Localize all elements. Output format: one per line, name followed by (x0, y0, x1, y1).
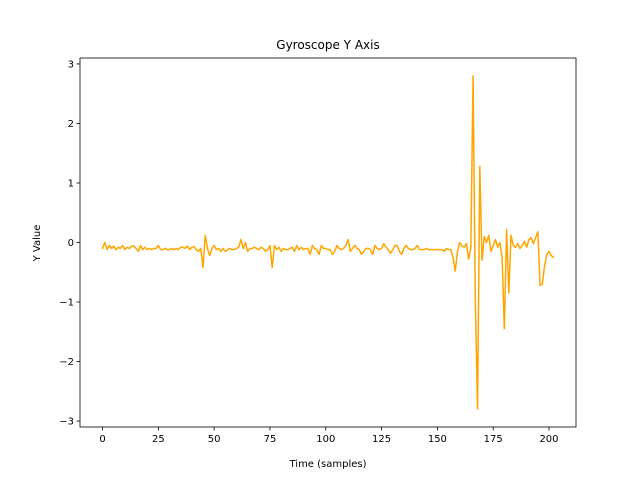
x-tick-label: 100 (316, 434, 335, 445)
y-axis-label: Y Value (32, 225, 43, 263)
y-tick-label: 2 (68, 119, 74, 130)
x-tick-label: 0 (99, 434, 105, 445)
y-axis-ticks: −3 −2 −1 0 1 2 3 (59, 59, 80, 428)
x-tick-label: 125 (372, 434, 391, 445)
y-tick-label: 0 (68, 238, 74, 249)
y-tick-label: 3 (68, 59, 74, 70)
x-tick-label: 25 (152, 434, 165, 445)
x-tick-label: 200 (539, 434, 558, 445)
x-axis-ticks: 0 25 50 75 100 125 150 175 200 (99, 427, 559, 445)
x-tick-label: 150 (428, 434, 447, 445)
x-tick-label: 75 (264, 434, 277, 445)
series-line-0 (101, 75, 555, 410)
y-tick-label: −3 (59, 417, 74, 428)
y-tick-label: −1 (59, 298, 74, 309)
y-tick-label: 1 (68, 178, 74, 189)
chart-title: Gyroscope Y Axis (276, 38, 379, 52)
x-tick-label: 50 (208, 434, 221, 445)
x-tick-label: 175 (484, 434, 503, 445)
y-tick-label: −2 (59, 357, 74, 368)
x-axis-label: Time (samples) (288, 459, 366, 470)
